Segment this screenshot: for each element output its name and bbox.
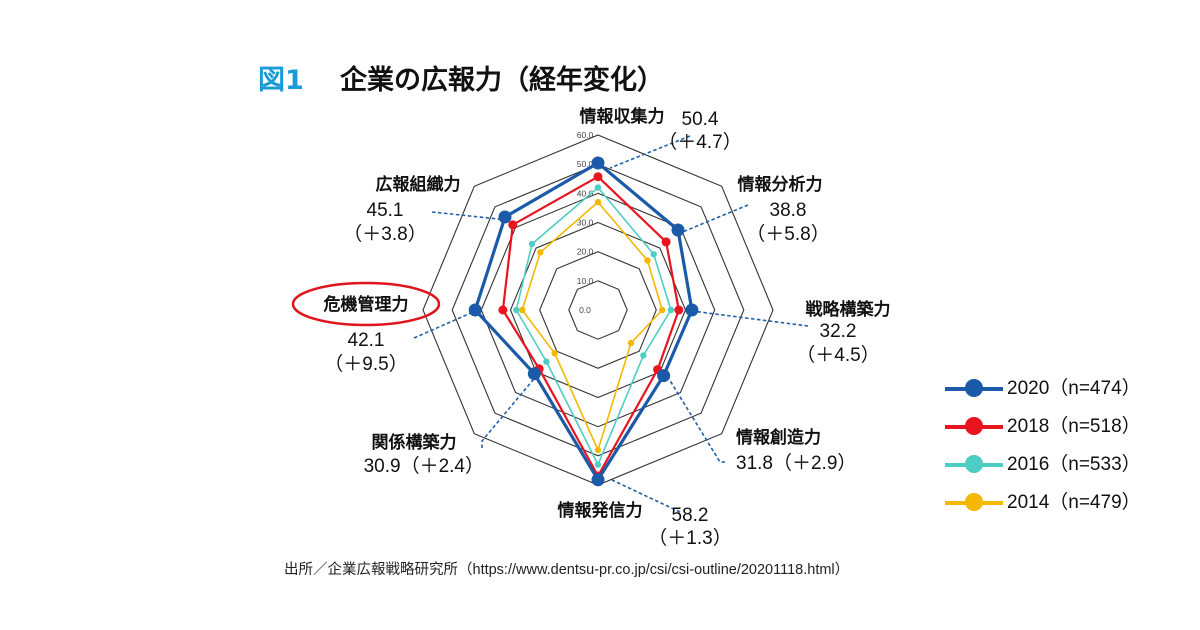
data-point xyxy=(468,303,482,317)
axis-label: 情報収集力 xyxy=(580,106,665,127)
callout-line xyxy=(611,479,681,513)
data-point xyxy=(498,305,508,315)
data-point xyxy=(551,350,558,357)
callout-line xyxy=(609,135,691,169)
annotation-change: （＋4.7） xyxy=(658,131,741,153)
annotation-value: 32.2 xyxy=(820,321,857,342)
annotation-value: 38.8 xyxy=(770,200,807,221)
tick-label: 50.0 xyxy=(577,159,594,169)
axis-label: 広報組織力 xyxy=(376,174,461,195)
data-point xyxy=(685,303,699,317)
annotation-value: 31.8（＋2.9） xyxy=(736,452,856,474)
data-point xyxy=(657,369,671,383)
axis-label: 危機管理力 xyxy=(323,294,409,315)
callout-line xyxy=(679,204,749,234)
axis-label: 戦略構築力 xyxy=(806,299,891,320)
annotation-value: 50.4 xyxy=(682,109,719,130)
data-point xyxy=(674,305,684,315)
axis-label: 情報創造力 xyxy=(736,427,821,448)
data-point xyxy=(527,367,541,381)
annotation-value: 42.1 xyxy=(348,330,385,351)
tick-label: 0.0 xyxy=(579,305,591,315)
axis-label: 関係構築力 xyxy=(372,432,457,453)
annotation-value: 45.1 xyxy=(367,200,404,221)
data-point xyxy=(671,223,685,237)
data-point xyxy=(594,446,602,454)
legend-label: 2018（n=518） xyxy=(1007,416,1141,437)
data-point xyxy=(519,306,526,314)
grid-ring xyxy=(509,221,687,399)
legend-marker xyxy=(965,455,983,473)
annotation-change: （＋1.3） xyxy=(648,527,731,549)
annotation-change: （＋9.5） xyxy=(324,353,407,375)
grid-ring xyxy=(568,280,628,340)
data-point xyxy=(543,358,550,365)
legend-marker xyxy=(965,493,983,511)
tick-label: 10.0 xyxy=(577,276,594,286)
tick-label: 60.0 xyxy=(577,130,594,140)
legend-marker xyxy=(965,417,983,435)
data-point xyxy=(659,306,666,314)
grid-ring xyxy=(539,251,657,369)
data-point xyxy=(591,473,605,487)
data-point xyxy=(528,240,536,248)
data-point xyxy=(537,249,544,256)
axis-label: 情報分析力 xyxy=(738,174,823,195)
data-point xyxy=(627,339,635,347)
highlight-ellipse xyxy=(291,281,441,327)
figure-title: 企業の広報力（経年変化） xyxy=(340,65,664,96)
legend-label: 2020（n=474） xyxy=(1007,378,1141,399)
legend-label: 2016（n=533） xyxy=(1007,454,1141,475)
tick-label: 30.0 xyxy=(577,218,594,228)
data-point xyxy=(513,306,520,314)
annotation-change: （＋5.8） xyxy=(746,223,829,245)
tick-label: 40.0 xyxy=(577,188,594,198)
annotation-change: （＋3.8） xyxy=(343,223,426,245)
data-point xyxy=(667,306,675,314)
data-point xyxy=(644,257,651,264)
data-point xyxy=(594,198,602,206)
figure-number: 図1 xyxy=(258,65,304,96)
callout-line xyxy=(691,310,809,327)
series-line xyxy=(473,161,694,482)
data-point xyxy=(594,461,602,468)
legend-marker xyxy=(965,379,983,397)
data-point xyxy=(508,220,518,230)
callout-line xyxy=(481,373,539,448)
grid-ring xyxy=(480,192,716,428)
callout-line xyxy=(431,211,509,221)
axis-label: 情報発信力 xyxy=(558,500,643,521)
data-point xyxy=(591,156,605,170)
data-point xyxy=(650,251,657,258)
grid-ring xyxy=(451,163,745,457)
data-point xyxy=(594,184,602,191)
source-citation: 出所／企業広報戦略研究所（https://www.dentsu-pr.co.jp… xyxy=(284,562,850,578)
data-point xyxy=(661,237,671,247)
data-point xyxy=(498,210,512,224)
callout-line xyxy=(413,308,481,339)
annotation-change: （＋4.5） xyxy=(796,344,879,366)
annotation-value: 58.2 xyxy=(672,505,709,526)
annotation-value: 30.9（＋2.4） xyxy=(364,455,484,477)
legend-label: 2014（n=479） xyxy=(1007,492,1141,513)
data-point xyxy=(640,352,647,359)
tick-label: 20.0 xyxy=(577,247,594,257)
data-point xyxy=(593,172,603,182)
callout-line xyxy=(665,373,725,463)
